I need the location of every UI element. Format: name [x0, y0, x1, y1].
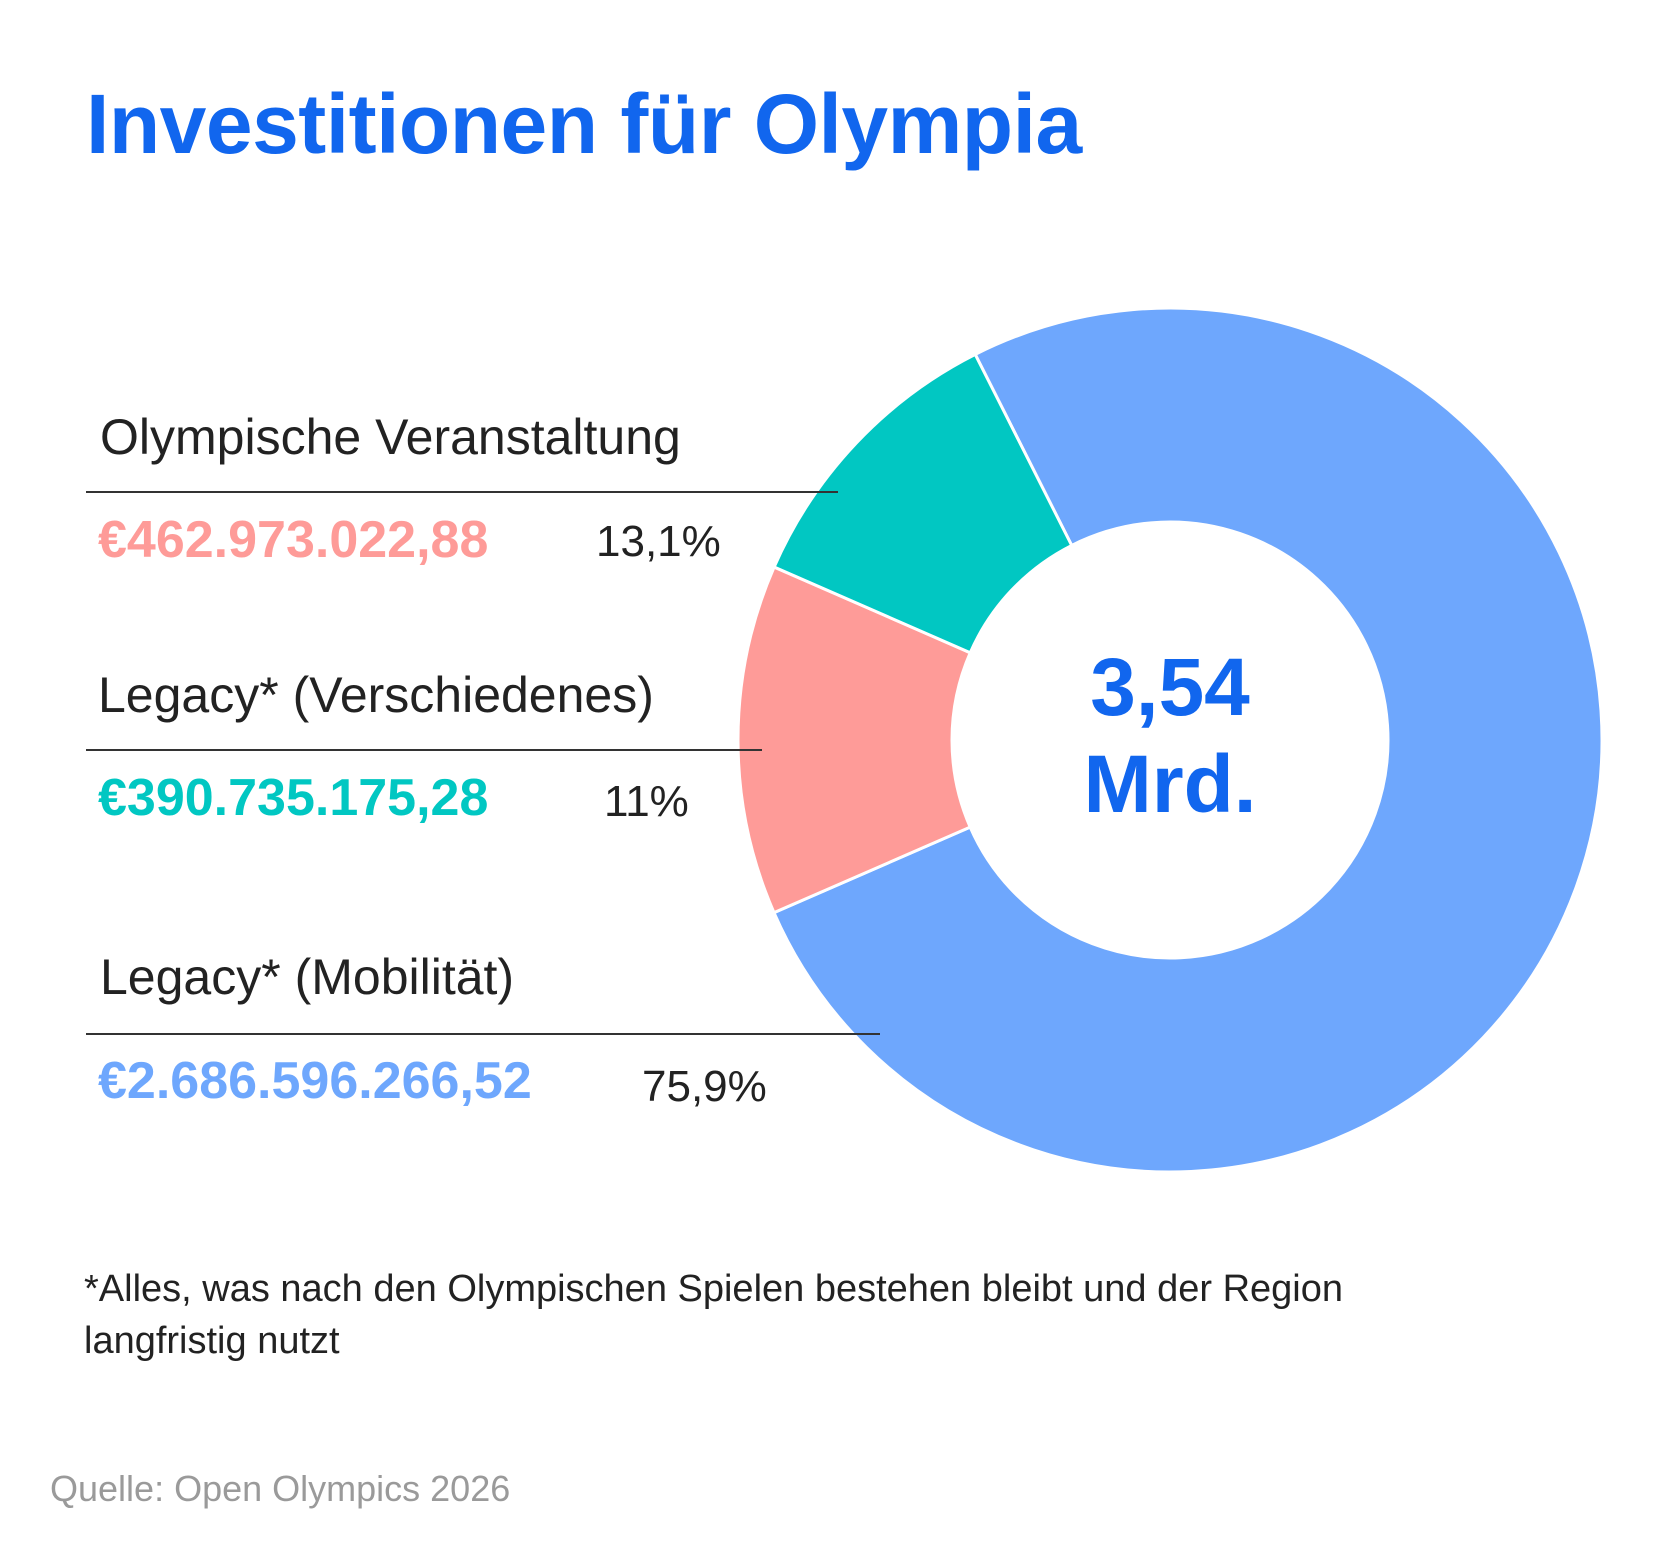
legend-label-legacy-mobilitaet: Legacy* (Mobilität): [100, 949, 515, 1005]
donut-slice-0: [736, 565, 973, 915]
legend-label-legacy-verschiedenes: Legacy* (Verschiedenes): [98, 667, 654, 723]
center-total-value: 3,54: [1090, 642, 1250, 733]
legend-amount-legacy-verschiedenes: €390.735.175,28: [98, 769, 489, 827]
donut-slice-2: [772, 306, 1604, 1174]
legend-amount-olympische-veranstaltung: €462.973.022,88: [98, 511, 489, 569]
chart-title: Investitionen für Olympia: [86, 77, 1082, 171]
legend-divider-olympische-veranstaltung: [86, 491, 838, 493]
footnote: *Alles, was nach den Olympischen Spielen…: [84, 1268, 1344, 1363]
donut-slices: [736, 306, 1604, 1174]
source-note: Quelle: Open Olympics 2026: [50, 1468, 511, 1509]
legend-percent-olympische-veranstaltung: 13,1%: [596, 517, 721, 566]
legend-amount-legacy-mobilitaet: €2.686.596.266,52: [98, 1052, 532, 1110]
legend-divider-legacy-verschiedenes: [86, 749, 762, 751]
legend-percent-legacy-verschiedenes: 11%: [604, 777, 689, 826]
legend-label-olympische-veranstaltung: Olympische Veranstaltung: [100, 409, 681, 465]
legend-divider-legacy-mobilitaet: [86, 1033, 880, 1035]
donut-center-total: 3,54 Mrd.: [970, 640, 1370, 834]
legend-percent-legacy-mobilitaet: 75,9%: [642, 1062, 767, 1111]
center-total-unit: Mrd.: [1083, 738, 1257, 830]
